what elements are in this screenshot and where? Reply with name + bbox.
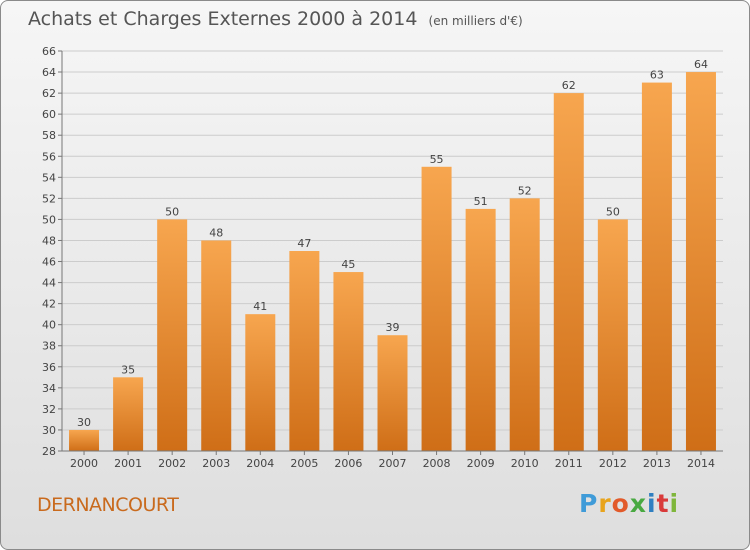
- value-label: 51: [474, 195, 488, 208]
- value-label: 50: [606, 205, 620, 218]
- y-tick-label: 38: [42, 340, 56, 353]
- y-tick-label: 30: [42, 424, 56, 437]
- y-tick-label: 54: [42, 171, 56, 184]
- y-tick-label: 64: [42, 66, 56, 79]
- logo-letter: t: [656, 489, 670, 518]
- x-tick-label: 2010: [511, 457, 539, 470]
- bar: [69, 429, 100, 451]
- value-label: 64: [694, 58, 708, 71]
- logo-letter: i: [647, 489, 657, 518]
- value-label: 45: [341, 258, 355, 271]
- x-tick-label: 2013: [643, 457, 671, 470]
- x-tick-label: 2000: [70, 457, 98, 470]
- x-tick-label: 2002: [158, 457, 186, 470]
- x-tick-label: 2006: [334, 457, 362, 470]
- bar: [685, 72, 716, 451]
- y-tick-label: 50: [42, 213, 56, 226]
- value-label: 41: [253, 300, 267, 313]
- commune-name: DERNANCOURT: [37, 494, 179, 516]
- y-tick-label: 34: [42, 382, 56, 395]
- x-tick-label: 2008: [423, 457, 451, 470]
- bar: [157, 219, 188, 451]
- chart-title-block: Achats et Charges Externes 2000 à 2014 (…: [28, 8, 523, 30]
- x-tick-label: 2011: [555, 457, 583, 470]
- bar: [597, 219, 628, 451]
- logo-letter: o: [611, 489, 630, 518]
- logo-letter: r: [598, 489, 612, 518]
- y-tick-label: 60: [42, 108, 56, 121]
- x-tick-label: 2014: [687, 457, 715, 470]
- value-label: 50: [165, 205, 179, 218]
- y-tick-label: 66: [42, 45, 56, 58]
- x-tick-label: 2001: [114, 457, 142, 470]
- bar: [641, 82, 672, 451]
- bar: [289, 251, 320, 451]
- logo-letter: x: [629, 489, 647, 518]
- value-label: 55: [430, 153, 444, 166]
- x-tick-label: 2005: [290, 457, 318, 470]
- bar: [201, 240, 232, 451]
- y-tick-label: 46: [42, 256, 56, 269]
- x-tick-label: 2004: [246, 457, 274, 470]
- proxiti-logo: Proxiti: [579, 489, 679, 518]
- chart-title: Achats et Charges Externes 2000 à 2014: [28, 8, 418, 30]
- y-tick-label: 42: [42, 298, 56, 311]
- value-label: 52: [518, 184, 532, 197]
- bar: [113, 377, 144, 451]
- y-tick-label: 36: [42, 361, 56, 374]
- value-label: 62: [562, 79, 576, 92]
- value-labels: 30 35 50 48 41 47 45 39 55 51 52 62 50 63 64: [77, 58, 708, 429]
- y-tick-label: 62: [42, 87, 56, 100]
- x-tick-label: 2007: [379, 457, 407, 470]
- y-tick-label: 28: [42, 445, 56, 458]
- x-tick-label: 2012: [599, 457, 627, 470]
- x-tick-label: 2003: [202, 457, 230, 470]
- bars: [69, 72, 716, 452]
- value-label: 35: [121, 363, 135, 376]
- bar: [333, 272, 364, 451]
- y-tick-label: 58: [42, 129, 56, 142]
- bar: [377, 335, 408, 451]
- bar: [509, 198, 540, 451]
- value-label: 39: [386, 321, 400, 334]
- x-tick-label: 2009: [467, 457, 495, 470]
- bar: [465, 208, 496, 451]
- chart-unit: (en milliers d'€): [428, 14, 523, 28]
- value-label: 63: [650, 69, 664, 82]
- bar: [421, 166, 452, 451]
- value-label: 30: [77, 416, 91, 429]
- value-label: 47: [297, 237, 311, 250]
- x-axis: 2000 2001 2002 2003 2004 2005 2006 2007 2008 2009…: [62, 450, 723, 470]
- bar: [245, 314, 276, 451]
- y-tick-label: 44: [42, 277, 56, 290]
- logo-letter: i: [669, 489, 680, 518]
- y-tick-label: 56: [42, 150, 56, 163]
- logo-letter: P: [579, 489, 599, 518]
- y-tick-label: 48: [42, 234, 56, 247]
- y-axis: 28 30 32 34 36 38 40 42 44 46 48 50 52 54 56 58 60 62 64 66: [42, 45, 63, 458]
- y-tick-label: 40: [42, 319, 56, 332]
- y-tick-label: 32: [42, 403, 56, 416]
- y-tick-label: 52: [42, 192, 56, 205]
- bar: [553, 93, 584, 452]
- value-label: 48: [209, 226, 223, 239]
